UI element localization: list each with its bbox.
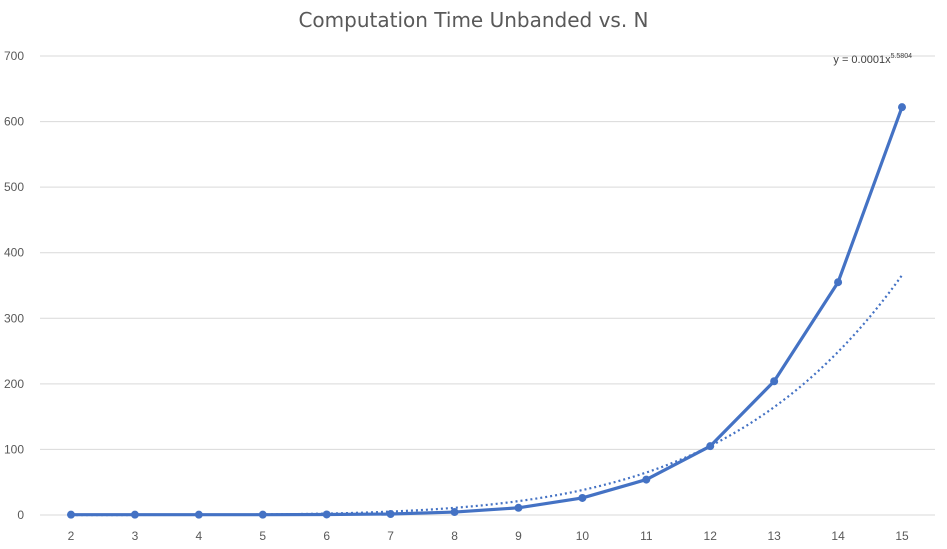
data-point [770, 377, 779, 386]
x-tick-label: 2 [68, 529, 75, 543]
x-tick-label: 9 [515, 529, 522, 543]
y-tick-label: 500 [4, 180, 24, 194]
data-point [130, 510, 139, 519]
data-point [258, 510, 267, 519]
x-tick-label: 6 [323, 529, 330, 543]
y-tick-label: 200 [4, 377, 24, 391]
data-point [450, 508, 459, 517]
data-point [898, 103, 906, 112]
y-tick-label: 700 [4, 49, 24, 63]
data-point [386, 510, 395, 519]
x-tick-label: 3 [132, 529, 139, 543]
gridlines [40, 55, 935, 516]
trendline [71, 274, 903, 517]
y-tick-label: 600 [4, 115, 24, 129]
x-tick-label: 10 [576, 529, 590, 543]
trendline-equation-base: y = 0.0001x [833, 54, 891, 66]
data-point [834, 278, 843, 287]
data-point [578, 493, 587, 502]
x-axis-ticks: 2 3 4 5 6 7 8 9 10 11 12 13 14 15 [68, 529, 909, 543]
x-tick-label: 11 [640, 529, 653, 543]
x-tick-label: 8 [451, 529, 458, 543]
x-tick-label: 5 [259, 529, 266, 543]
data-point [514, 503, 523, 512]
data-point [322, 510, 331, 519]
data-points [67, 103, 906, 519]
y-tick-label: 400 [4, 246, 24, 260]
x-tick-label: 14 [831, 529, 845, 543]
data-point [194, 510, 203, 519]
data-point [706, 442, 715, 451]
x-tick-label: 7 [387, 529, 394, 543]
data-point [642, 475, 651, 484]
y-tick-label: 0 [17, 508, 24, 522]
y-tick-label: 100 [4, 442, 24, 456]
chart-title: Computation Time Unbanded vs. N [298, 8, 649, 32]
x-tick-label: 15 [895, 529, 909, 543]
y-axis-ticks: 0 100 200 300 400 500 600 700 [4, 49, 24, 522]
x-tick-label: 13 [767, 529, 781, 543]
trendline-equation: y = 0.0001x5.5804 [833, 53, 912, 66]
x-tick-label: 12 [704, 529, 718, 543]
y-tick-label: 300 [4, 311, 24, 325]
series-line [71, 106, 904, 517]
x-tick-label: 4 [196, 529, 203, 543]
data-point [67, 510, 75, 519]
trendline-equation-exponent: 5.5804 [891, 53, 913, 60]
